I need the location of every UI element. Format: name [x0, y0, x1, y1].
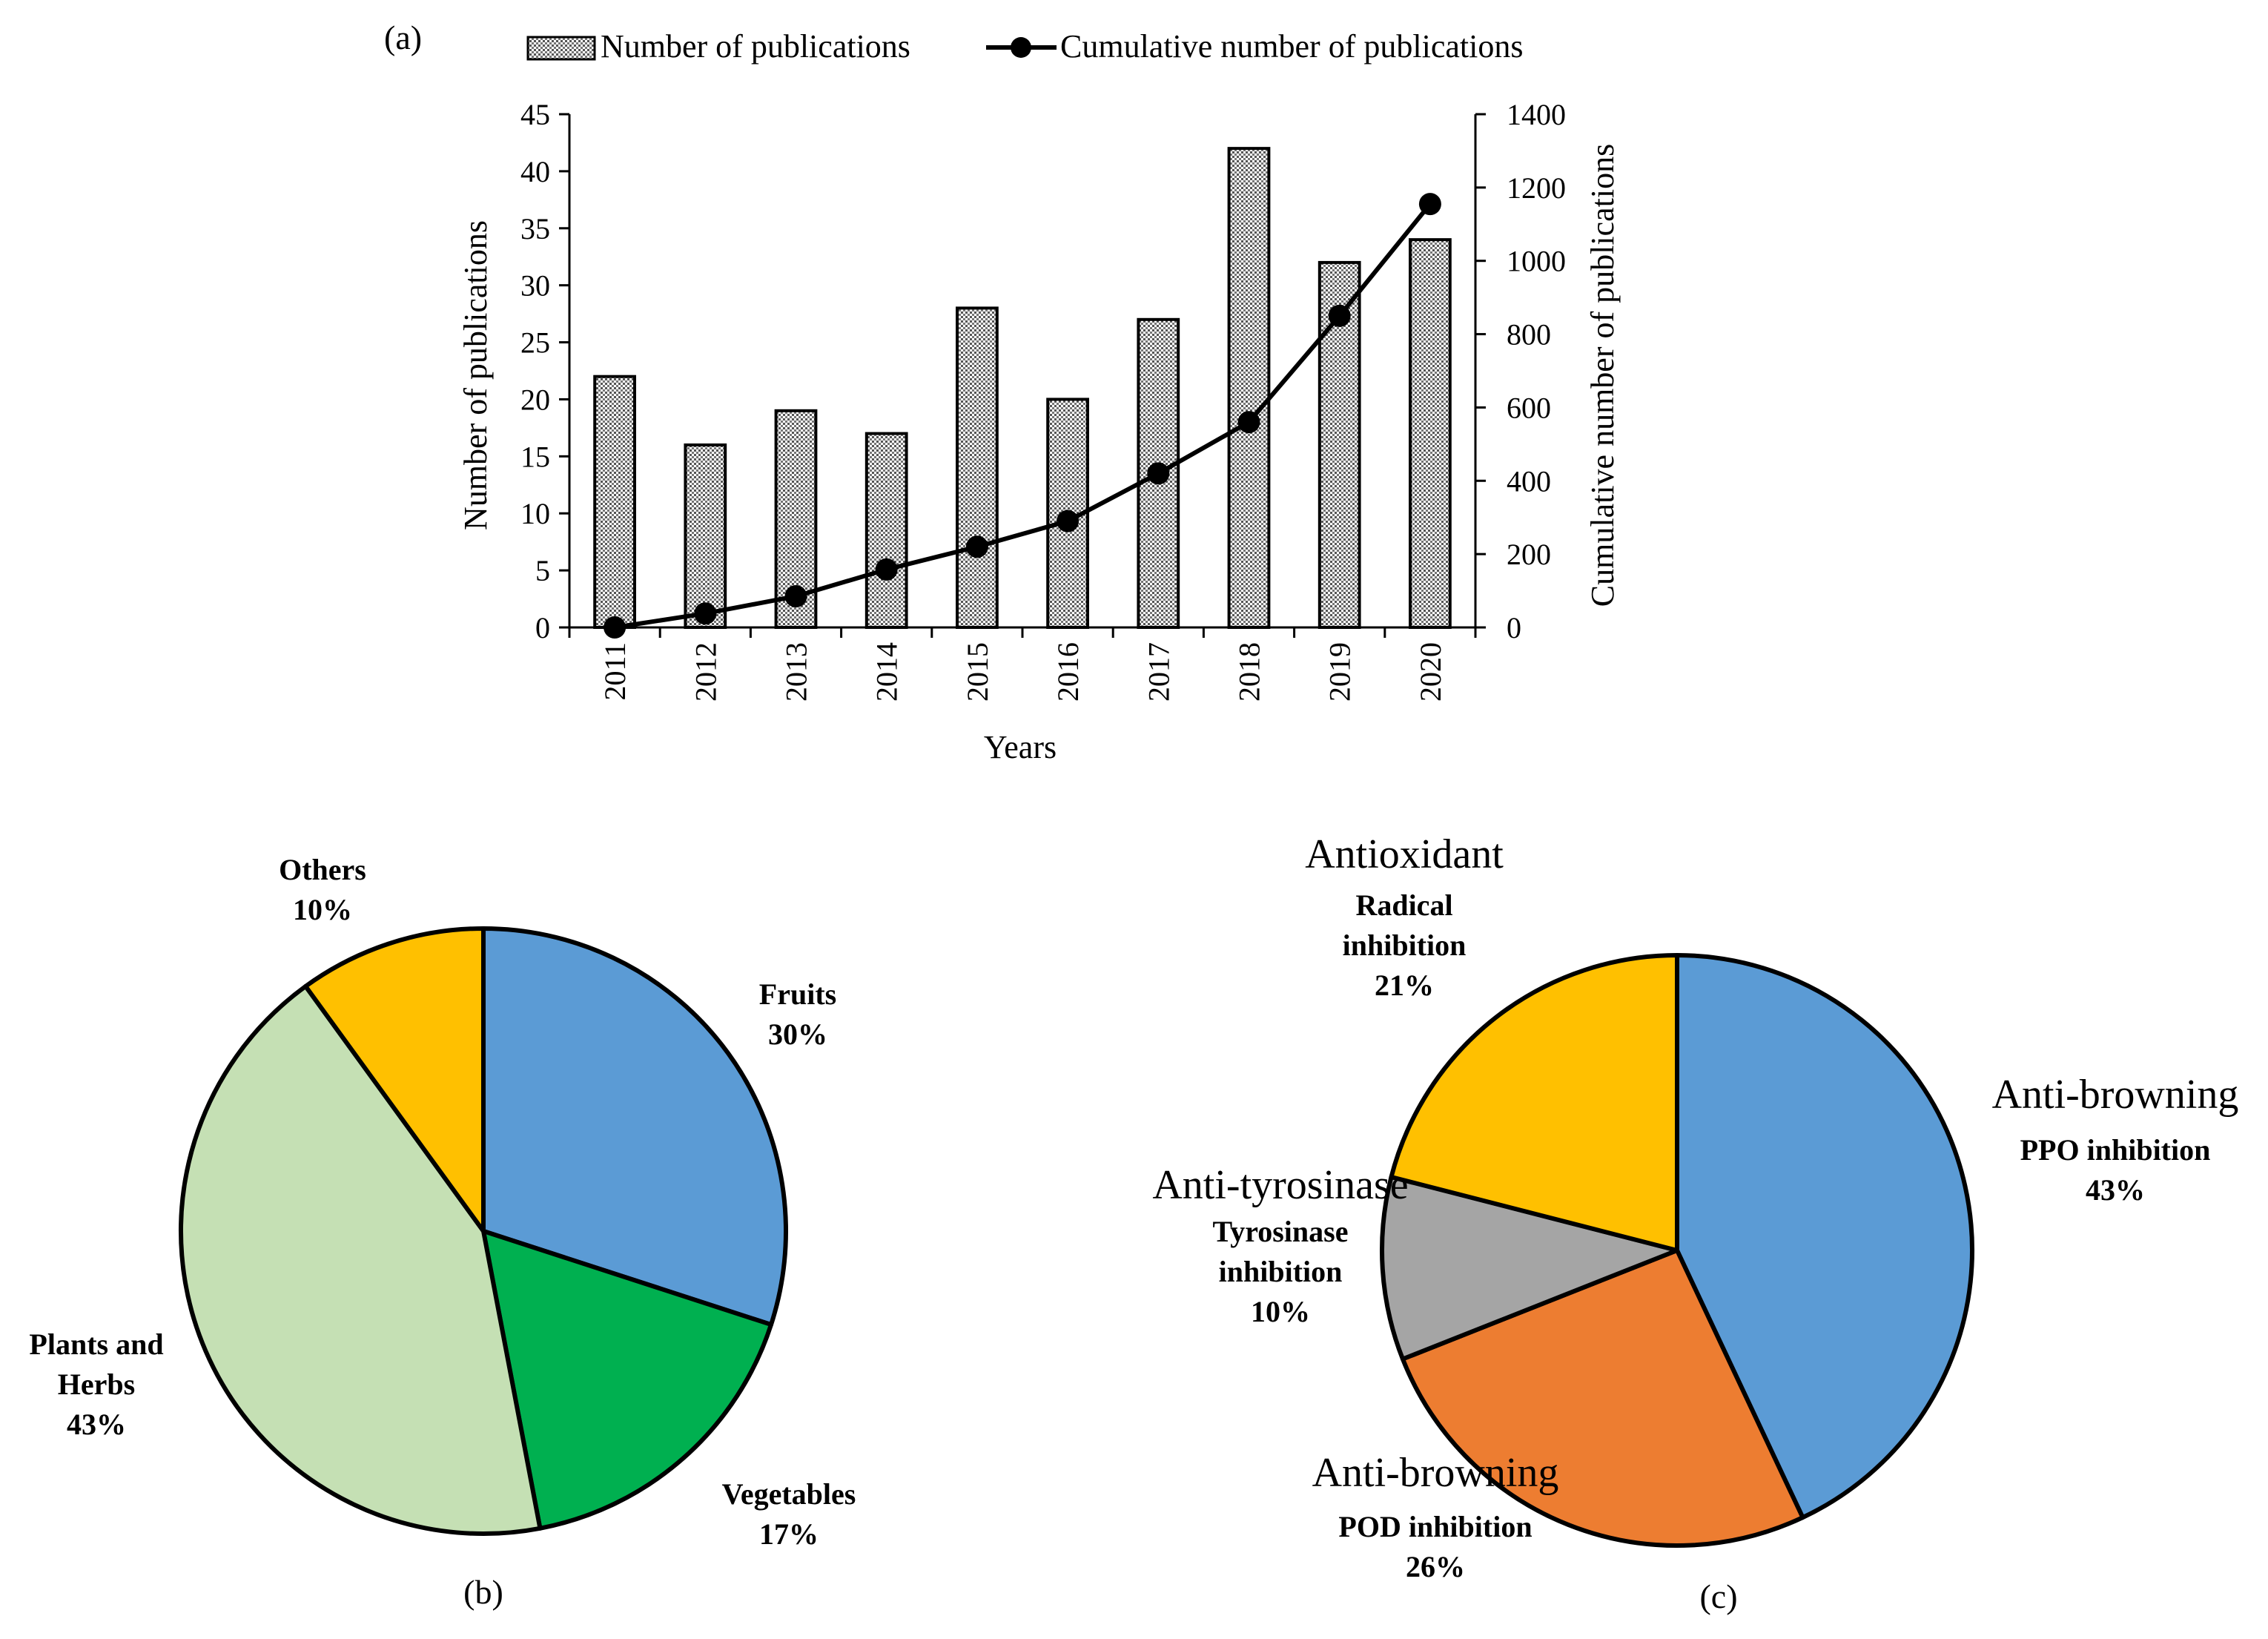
- pie-slice-percent: 43%: [67, 1408, 126, 1441]
- pie-slice-name: Others: [279, 853, 366, 886]
- pie-slice-percent: 10%: [293, 893, 352, 926]
- y2-tick-label: 1400: [1507, 98, 1566, 131]
- pie-slice-percent: 10%: [1251, 1295, 1310, 1328]
- x-tick-label: 2015: [961, 642, 994, 702]
- pie-slice-name: Tyrosinase: [1213, 1215, 1349, 1248]
- legend-line-marker: [1011, 37, 1031, 58]
- cumulative-point-2016: [1057, 509, 1080, 532]
- pie-labels: Fruits 30% Vegetables 17% Plants and Herbs 43%…: [29, 853, 856, 1551]
- pie-slice-percent: 26%: [1406, 1550, 1465, 1583]
- panel-label-a: (a): [384, 19, 422, 56]
- line-series: [604, 193, 1441, 639]
- pie-slice-percent: 30%: [768, 1018, 827, 1051]
- y-axis-title: Number of publications: [457, 220, 494, 530]
- pie-labels: Anti-browning PPO inhibition 43% Anti-brown…: [1152, 831, 2238, 1583]
- pie-slice: [179, 983, 543, 1536]
- pie-slice-percent: 17%: [759, 1517, 819, 1551]
- y2-tick-label: 0: [1507, 611, 1521, 644]
- panel-label-c: (c): [1699, 1577, 1737, 1615]
- cumulative-line: [614, 202, 1432, 630]
- bar-2018: [1227, 147, 1271, 629]
- pie-slice-name: PPO inhibition: [2020, 1133, 2211, 1167]
- pie-slice-name: Fruits: [759, 977, 836, 1011]
- pie-category-label: Anti-browning: [1312, 1450, 1559, 1496]
- bar-line-chart: (a) Number of publications Cumulative nu…: [384, 19, 1621, 765]
- legend-line-label: Cumulative number of publications: [1060, 28, 1523, 65]
- x-tick-label: 2017: [1142, 642, 1175, 702]
- pie-slice: [303, 926, 486, 1233]
- legend-bar-label: Number of publications: [601, 28, 910, 65]
- x-tick-label: 2018: [1233, 642, 1266, 702]
- axes: 0 5 10 15 20 25 30 35 40 45 0 200 400 600 800 1000 1200 1…: [520, 98, 1566, 702]
- pie-category-label: Anti-tyrosinase: [1152, 1162, 1408, 1208]
- pie-slices: [1380, 953, 1974, 1548]
- y-tick-label: 40: [520, 155, 550, 188]
- y2-tick-label: 600: [1507, 391, 1551, 424]
- y2-tick-label: 800: [1507, 318, 1551, 352]
- y-tick-label: 0: [535, 611, 550, 644]
- bar-2015: [956, 306, 999, 629]
- y-tick-label: 25: [520, 326, 550, 360]
- pie-slice-name: inhibition: [1343, 929, 1467, 962]
- x-tick-label: 2013: [780, 642, 813, 702]
- legend: Number of publications Cumulative number…: [526, 28, 1523, 65]
- legend-bar-swatch: [526, 36, 596, 61]
- x-tick-label: 2011: [598, 642, 632, 701]
- y-tick-label: 5: [535, 554, 550, 587]
- cumulative-point-2020: [1418, 193, 1441, 216]
- y-tick-label: 35: [520, 212, 550, 245]
- x-tick-label: 2020: [1414, 642, 1447, 702]
- y2-tick-label: 400: [1507, 464, 1551, 498]
- pie-slice-name: Radical: [1355, 888, 1452, 922]
- y-tick-label: 20: [520, 383, 550, 416]
- bar-2012: [684, 443, 727, 630]
- pie-slice-name: Plants and: [29, 1328, 163, 1361]
- x-tick-label: 2012: [689, 642, 722, 702]
- pie-slice: [1380, 1175, 1679, 1362]
- bar-series: [593, 147, 1452, 630]
- y-tick-label: 10: [520, 497, 550, 530]
- bar-2011: [593, 375, 636, 629]
- pie-category-label: Anti-browning: [1992, 1072, 2239, 1118]
- y-tick-label: 30: [520, 269, 550, 303]
- y2-tick-label: 1000: [1507, 245, 1566, 278]
- panel-label-b: (b): [463, 1573, 503, 1611]
- x-tick-label: 2016: [1051, 642, 1085, 702]
- pie-slice-name: inhibition: [1219, 1255, 1343, 1288]
- cumulative-point-2014: [875, 558, 898, 581]
- pie-slice: [481, 926, 788, 1328]
- y2-tick-label: 1200: [1507, 171, 1566, 205]
- cumulative-point-2013: [784, 584, 807, 607]
- pie-chart-b: Fruits 30% Vegetables 17% Plants and Herbs 43%…: [29, 853, 856, 1611]
- x-axis-title: Years: [984, 729, 1057, 765]
- pie-slice: [1400, 1248, 1805, 1548]
- bar-2020: [1409, 238, 1452, 629]
- pie-slice-name: Vegetables: [722, 1477, 856, 1511]
- pie-slice-percent: 43%: [2086, 1173, 2145, 1207]
- cumulative-point-2012: [694, 602, 717, 625]
- x-tick-label: 2014: [870, 642, 904, 702]
- pie-slice-name: Herbs: [58, 1368, 135, 1401]
- pie-slices: [179, 926, 788, 1536]
- y2-axis-title: Cumulative number of publications: [1584, 144, 1621, 607]
- y2-tick-label: 200: [1507, 538, 1551, 571]
- y-tick-label: 45: [520, 98, 550, 131]
- pie-slice-percent: 21%: [1375, 969, 1434, 1002]
- pie-chart-c: Anti-browning PPO inhibition 43% Anti-brown…: [1152, 831, 2238, 1615]
- pie-slice: [1389, 953, 1679, 1253]
- cumulative-point-2015: [965, 535, 988, 558]
- pie-category-label: Antioxidant: [1305, 831, 1504, 877]
- pie-slice: [481, 1229, 774, 1531]
- cumulative-point-2019: [1328, 304, 1351, 327]
- bar-2014: [864, 432, 908, 629]
- y-tick-label: 15: [520, 440, 550, 473]
- pie-slice: [1675, 953, 1974, 1520]
- cumulative-point-2017: [1147, 462, 1170, 485]
- pie-slice-name: POD inhibition: [1338, 1510, 1532, 1543]
- cumulative-point-2018: [1237, 411, 1260, 434]
- x-tick-label: 2019: [1323, 642, 1357, 702]
